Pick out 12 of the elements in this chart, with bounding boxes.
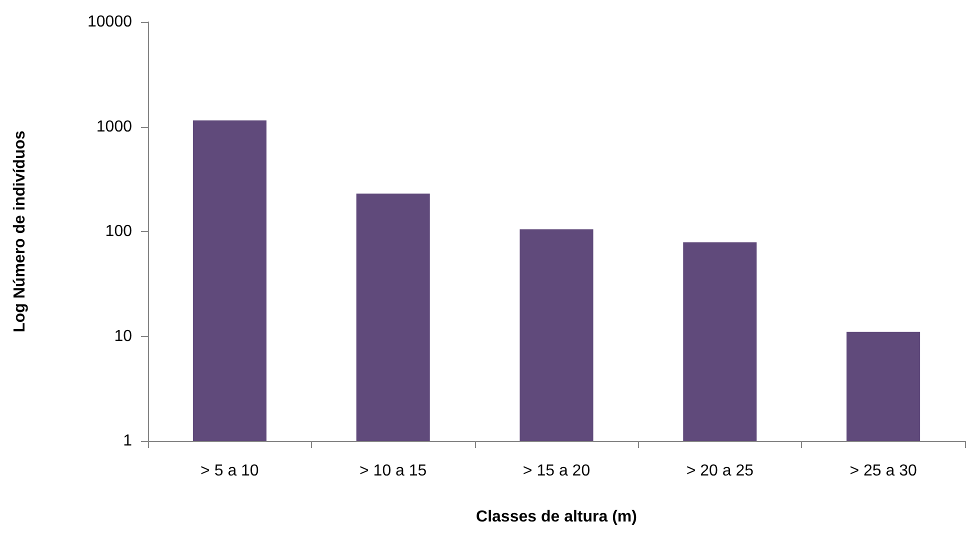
y-tick-label: 100 [105,223,132,240]
x-tick-label: > 25 a 30 [850,462,917,480]
y-tick-label: 10 [114,328,132,345]
x-tick-label: > 20 a 25 [686,462,754,480]
y-axis-title: Log Número de indivíduos [12,130,28,332]
x-tick-label: > 5 a 10 [200,462,259,480]
x-axis-title: Classes de altura (m) [476,508,637,526]
y-tick-label: 1 [123,432,132,450]
x-tick-label: > 15 a 20 [522,462,590,480]
y-tick-label: 10000 [88,14,132,30]
y-tick-label: 1000 [96,118,132,136]
x-tick-label: > 10 a 15 [360,462,427,480]
